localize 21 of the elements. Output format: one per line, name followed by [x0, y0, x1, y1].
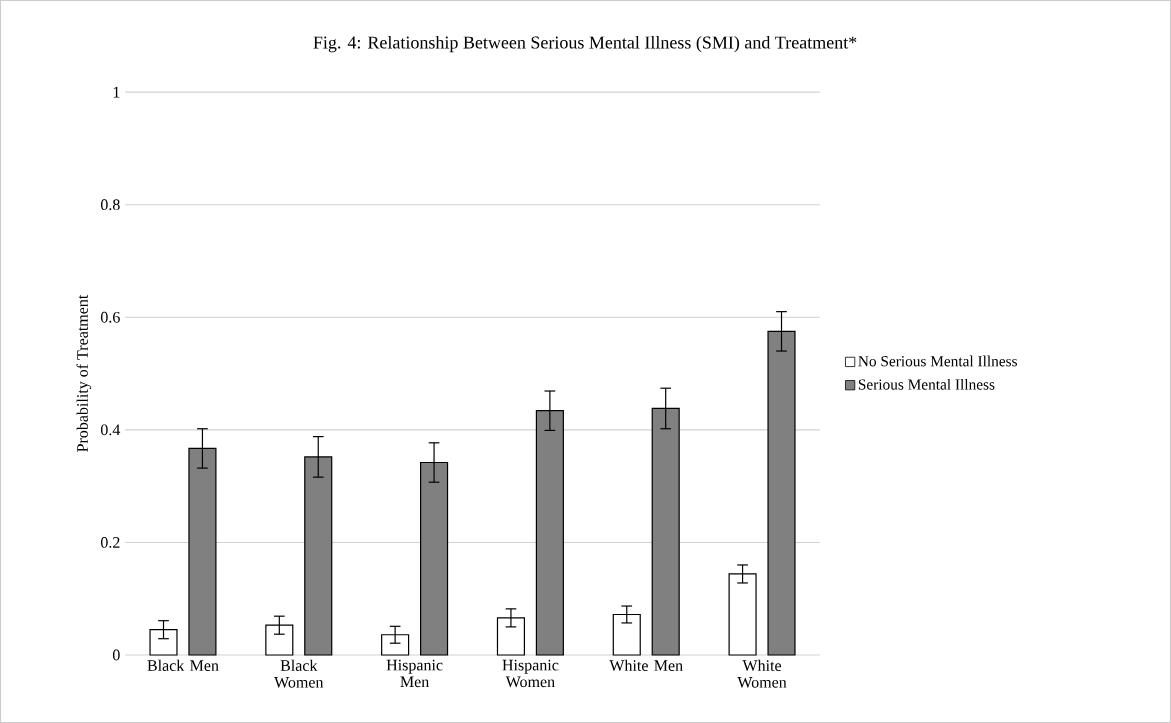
x-tick-label: White Men — [609, 659, 683, 672]
bar — [651, 407, 680, 656]
x-tick-label: White Women — [737, 659, 787, 688]
x-tick-label: Black Women — [274, 659, 324, 688]
y-tick-label: 0.8 — [100, 199, 120, 211]
y-tick-label: 0.2 — [100, 537, 120, 548]
bar — [767, 330, 796, 656]
x-tick-label: Hispanic Women — [502, 659, 559, 688]
x-tick-label: Hispanic Men — [386, 659, 443, 688]
y-axis-title: Probability of Treatment — [76, 294, 92, 452]
legend-label: No Serious Mental Illness — [858, 355, 1017, 367]
bar — [265, 624, 294, 656]
chart-title: Fig. 4: Relationship Between Serious Mental Illness (SMI) and Treatment* — [313, 35, 857, 53]
bar — [188, 447, 217, 656]
y-tick-label: 0.6 — [100, 311, 120, 323]
x-tick-label: Black Men — [147, 659, 219, 671]
y-tick-label: 1 — [113, 86, 120, 98]
y-tick-label: 0.4 — [100, 424, 121, 436]
legend-label: Serious Mental Illness — [858, 378, 995, 390]
bar — [612, 613, 641, 656]
y-tick-label: 0 — [112, 649, 120, 661]
